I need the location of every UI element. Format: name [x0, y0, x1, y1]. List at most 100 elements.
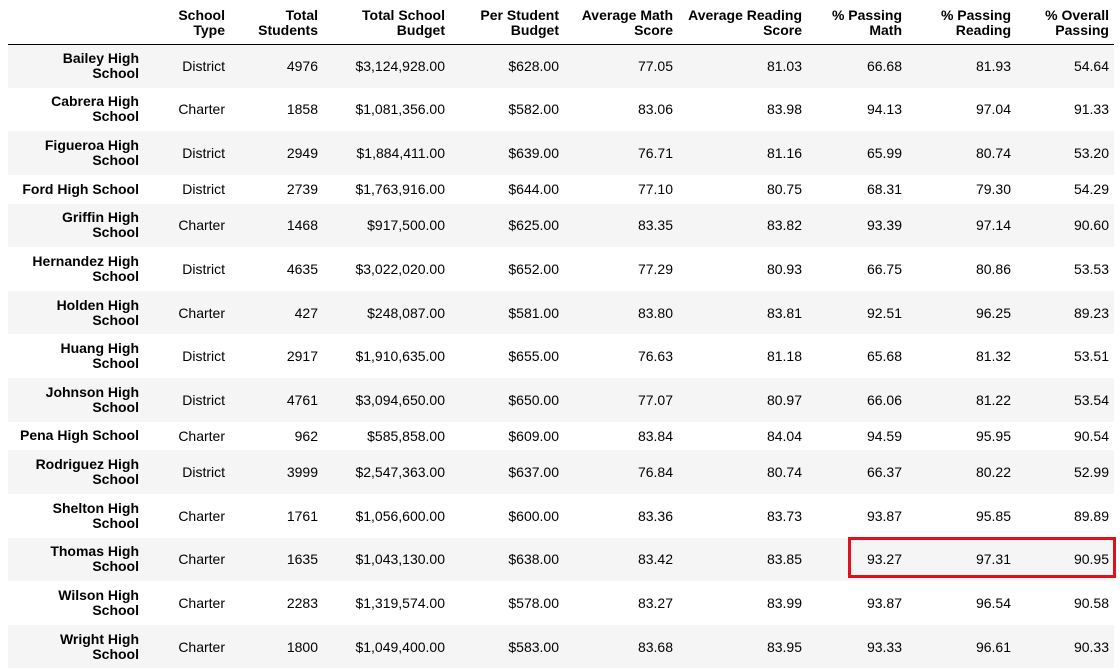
school-name-line: Ford High School: [22, 180, 139, 197]
passing-reading-cell: 81.32: [975, 348, 1011, 365]
table-row: Wilson High School Charter 2283 $1,319,574.0…: [8, 581, 1114, 625]
total-students-cell: 4761: [286, 391, 318, 408]
school-name-line: School: [92, 645, 139, 662]
passing-math-cell: 66.37: [866, 464, 902, 481]
school-name-cell: Bailey High School: [8, 44, 144, 88]
passing-math-cell: 65.99: [866, 144, 902, 161]
passing-reading-cell: 95.85: [975, 507, 1011, 524]
per-student-budget-cell: $581.00: [508, 304, 559, 321]
passing-reading-cell: 81.22: [975, 391, 1011, 408]
total-budget-cell: $1,910,635.00: [355, 348, 445, 365]
passing-math-cell: 66.75: [866, 260, 902, 277]
school-name-cell: Pena High School: [8, 422, 144, 451]
header-overall-passing: % Overall Passing: [1016, 0, 1114, 45]
per-student-budget-cell: $578.00: [508, 594, 559, 611]
average-math-cell: 83.84: [637, 427, 673, 444]
table-row: Shelton High School Charter 1761 $1,056,600.…: [8, 493, 1114, 538]
average-reading-cell: 83.73: [766, 507, 802, 524]
table-row: Hernandez High School District 4635 $3,022,0…: [8, 247, 1114, 291]
passing-math-cell: 66.06: [866, 391, 902, 408]
school-type-cell: Charter: [178, 304, 225, 321]
school-type-cell: Charter: [178, 594, 225, 611]
header-per-student-budget: Per Student Budget: [450, 0, 564, 45]
total-students-cell: 4976: [286, 58, 318, 75]
table-row: Griffin High School Charter 1468 $917,500.00…: [8, 203, 1114, 248]
average-reading-cell: 83.81: [766, 304, 802, 321]
passing-math-cell: 93.87: [866, 507, 902, 524]
school-name-line: School: [92, 65, 139, 82]
passing-math-cell: 66.68: [866, 58, 902, 75]
per-student-budget-cell: $609.00: [508, 427, 559, 444]
per-student-budget-cell: $628.00: [508, 58, 559, 75]
average-reading-cell: 83.99: [766, 594, 802, 611]
school-name-line: School: [92, 267, 139, 284]
school-name-line: School: [92, 601, 139, 618]
average-math-cell: 77.05: [637, 58, 673, 75]
total-budget-cell: $1,884,411.00: [356, 144, 446, 161]
school-type-cell: Charter: [178, 101, 225, 118]
passing-math-cell: 93.27: [866, 551, 902, 568]
average-reading-cell: 81.03: [766, 58, 802, 75]
passing-reading-cell: 80.74: [975, 144, 1011, 161]
per-student-budget-cell: $644.00: [508, 181, 559, 198]
total-students-cell: 3999: [286, 464, 318, 481]
total-budget-cell: $1,763,916.00: [355, 181, 445, 198]
overall-passing-cell: 91.33: [1073, 101, 1109, 118]
passing-math-cell: 65.68: [866, 348, 902, 365]
table-row: Thomas High School Charter 1635 $1,043,130.0…: [8, 537, 1114, 582]
school-name-line: School: [92, 355, 139, 372]
passing-math-cell: 93.39: [866, 217, 902, 234]
average-reading-cell: 83.82: [766, 217, 802, 234]
overall-passing-cell: 90.60: [1073, 217, 1109, 234]
passing-math-cell: 92.51: [866, 304, 902, 321]
school-name-cell: Johnson High School: [8, 378, 144, 422]
table-row: Huang High School District 2917 $1,910,635.0…: [8, 334, 1114, 378]
total-students-cell: 1761: [286, 507, 318, 524]
passing-reading-cell: 95.95: [975, 427, 1011, 444]
average-reading-cell: 80.74: [766, 464, 802, 481]
school-type-cell: Charter: [178, 507, 225, 524]
header-passing-math: % Passing Math: [807, 0, 907, 45]
total-students-cell: 2917: [286, 348, 318, 365]
school-type-cell: Charter: [178, 551, 225, 568]
overall-passing-cell: 90.95: [1073, 551, 1109, 568]
school-name-cell: Griffin High School: [8, 204, 144, 248]
header-school-type: School Type: [144, 0, 230, 45]
passing-reading-cell: 81.93: [975, 58, 1011, 75]
average-math-cell: 83.80: [637, 304, 673, 321]
school-name-line: School: [92, 471, 139, 488]
table-header: School Type Total Students Total School Bud…: [8, 0, 1114, 45]
average-math-cell: 83.06: [637, 101, 673, 118]
school-name-line: Pena High School: [19, 427, 139, 444]
overall-passing-cell: 53.53: [1073, 260, 1109, 277]
school-name-line: School: [92, 151, 139, 168]
total-students-cell: 2949: [286, 144, 318, 161]
school-name-line: School: [92, 224, 139, 241]
average-math-cell: 83.35: [637, 217, 673, 234]
table-body: Bailey High School District 4976 $3,124,928.…: [8, 44, 1114, 669]
passing-reading-cell: 96.54: [975, 594, 1011, 611]
total-students-cell: 4635: [286, 260, 318, 277]
school-name-line: School: [92, 108, 139, 125]
passing-reading-cell: 96.61: [975, 638, 1011, 655]
average-reading-cell: 83.85: [766, 551, 802, 568]
passing-math-cell: 94.59: [866, 427, 902, 444]
passing-reading-cell: 96.25: [975, 304, 1011, 321]
average-math-cell: 77.29: [637, 260, 673, 277]
school-name-cell: Cabrera High School: [8, 88, 144, 132]
total-students-cell: 427: [294, 304, 318, 321]
per-student-budget-cell: $652.00: [508, 260, 559, 277]
average-math-cell: 76.71: [637, 144, 673, 161]
total-students-cell: 1800: [286, 638, 318, 655]
header-index: [8, 0, 144, 45]
school-name-cell: Wright High School: [8, 625, 144, 669]
total-budget-cell: $1,049,400.00: [355, 638, 445, 655]
header-total-school-budget: Total School Budget: [323, 0, 450, 45]
overall-passing-cell: 53.20: [1073, 144, 1109, 161]
overall-passing-cell: 54.64: [1073, 58, 1109, 75]
school-name-line: Johnson High: [45, 383, 139, 400]
table-row: Figueroa High School District 2949 $1,884,41…: [8, 131, 1114, 175]
average-math-cell: 76.84: [637, 464, 673, 481]
passing-reading-cell: 80.86: [975, 260, 1011, 277]
school-type-cell: Charter: [178, 638, 225, 655]
